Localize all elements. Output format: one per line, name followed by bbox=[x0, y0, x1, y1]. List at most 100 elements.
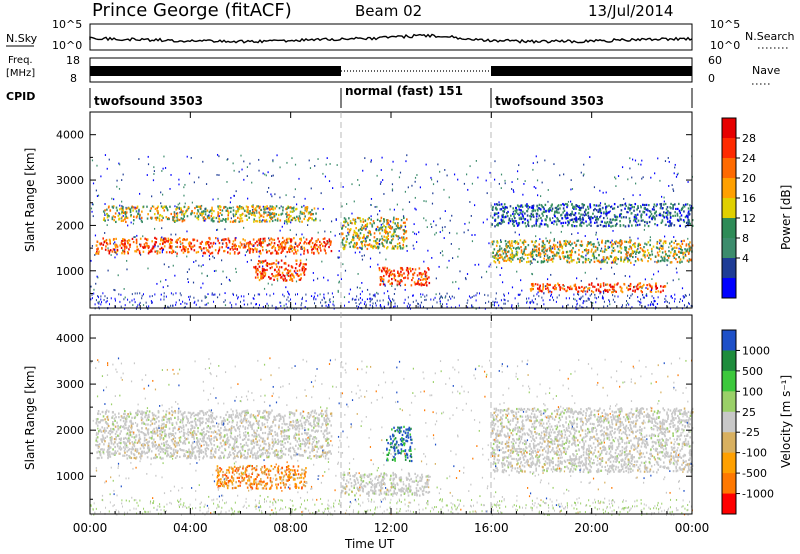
echo-cell bbox=[369, 231, 371, 235]
echo-cell bbox=[575, 220, 577, 223]
near-range-cell bbox=[325, 304, 327, 307]
echo-cell bbox=[227, 212, 230, 215]
freq-unit-label: [MHz] bbox=[6, 68, 35, 79]
noise-cell bbox=[402, 208, 404, 211]
echo-cell bbox=[554, 284, 557, 287]
echo-cell bbox=[157, 205, 159, 208]
near-range-cell bbox=[138, 303, 140, 306]
echo-cell bbox=[116, 209, 118, 212]
echo-cell bbox=[111, 430, 114, 433]
echo-cell bbox=[265, 207, 268, 210]
echo-cell bbox=[669, 223, 672, 226]
echo-cell bbox=[647, 256, 650, 259]
echo-cell bbox=[344, 243, 347, 247]
echo-cell bbox=[538, 214, 541, 217]
echo-cell bbox=[635, 252, 637, 256]
noise-cell bbox=[179, 211, 181, 214]
noise-cell bbox=[300, 307, 302, 310]
echo-cell bbox=[235, 212, 237, 216]
echo-cell bbox=[642, 203, 644, 206]
echo-cell bbox=[107, 249, 110, 252]
noise-cell bbox=[279, 229, 281, 232]
echo-cell bbox=[263, 208, 265, 211]
near-range-cell bbox=[97, 301, 99, 304]
near-range-cell bbox=[286, 298, 288, 301]
echo-cell bbox=[575, 288, 578, 291]
echo-cell bbox=[634, 290, 636, 293]
noise-cell bbox=[469, 201, 471, 203]
noise-cell bbox=[186, 230, 188, 233]
echo-cell bbox=[226, 209, 229, 212]
echo-cell bbox=[139, 237, 142, 240]
echo-cell bbox=[536, 205, 539, 208]
echo-cell bbox=[171, 413, 174, 417]
echo-cell bbox=[287, 264, 290, 267]
echo-cell bbox=[539, 255, 542, 258]
echo-cell bbox=[180, 210, 182, 213]
echo-cell bbox=[303, 449, 306, 452]
echo-cell bbox=[262, 241, 265, 244]
noise-cell bbox=[251, 208, 254, 211]
echo-cell bbox=[614, 259, 617, 262]
noise-cell bbox=[439, 231, 441, 233]
echo-cell bbox=[281, 236, 284, 240]
echo-cell bbox=[203, 455, 205, 458]
near-range-cell bbox=[412, 300, 414, 303]
noise-cell bbox=[263, 287, 266, 290]
echo-cell bbox=[518, 208, 521, 211]
echo-cell bbox=[287, 206, 290, 209]
echo-cell bbox=[392, 232, 395, 235]
echo-cell bbox=[234, 219, 236, 223]
echo-cell bbox=[645, 243, 648, 246]
echo-cell bbox=[201, 421, 204, 425]
noise-cell bbox=[531, 262, 533, 265]
noise-cell bbox=[632, 158, 634, 161]
noise-cell bbox=[294, 188, 296, 191]
noise-cell bbox=[384, 284, 386, 287]
echo-cell bbox=[194, 207, 196, 210]
near-range-cell bbox=[219, 293, 221, 296]
near-range-cell bbox=[379, 304, 381, 307]
nave-tick-top: 60 bbox=[708, 54, 722, 67]
echo-cell bbox=[424, 273, 427, 276]
echo-cell bbox=[576, 220, 578, 223]
echo-cell bbox=[570, 252, 573, 255]
echo-cell bbox=[493, 214, 496, 217]
echo-cell bbox=[129, 245, 131, 248]
near-range-cell bbox=[290, 298, 292, 301]
noise-cell bbox=[170, 174, 172, 176]
echo-cell bbox=[236, 205, 239, 208]
echo-cell bbox=[253, 266, 255, 269]
echo-cell bbox=[176, 212, 179, 215]
noise-cell bbox=[205, 183, 208, 185]
echo-cell bbox=[391, 247, 394, 250]
echo-cell bbox=[626, 210, 628, 214]
near-range-cell bbox=[359, 297, 361, 300]
echo-cell bbox=[358, 217, 360, 220]
echo-cell bbox=[666, 211, 668, 214]
echo-cell bbox=[352, 233, 355, 236]
echo-cell bbox=[592, 245, 595, 248]
echo-cell bbox=[171, 250, 173, 254]
near-range-cell bbox=[536, 303, 538, 306]
echo-cell bbox=[638, 210, 641, 213]
echo-cell bbox=[393, 230, 396, 234]
echo-cell bbox=[557, 282, 559, 285]
near-range-cell bbox=[235, 303, 237, 306]
echo-cell bbox=[652, 245, 655, 248]
noise-cell bbox=[486, 192, 488, 195]
echo-cell bbox=[610, 285, 612, 288]
echo-cell bbox=[146, 417, 149, 420]
echo-cell bbox=[620, 240, 623, 243]
echo-cell bbox=[289, 206, 291, 209]
noise-cell bbox=[119, 163, 121, 166]
echo-cell bbox=[303, 421, 306, 424]
near-range-cell bbox=[237, 297, 239, 300]
near-range-cell bbox=[323, 296, 325, 299]
echo-cell bbox=[491, 240, 494, 243]
noise-cell bbox=[635, 182, 637, 185]
echo-cell bbox=[292, 448, 295, 451]
echo-cell bbox=[669, 219, 671, 223]
near-range-cell bbox=[471, 305, 473, 308]
noise-cell bbox=[529, 263, 531, 266]
